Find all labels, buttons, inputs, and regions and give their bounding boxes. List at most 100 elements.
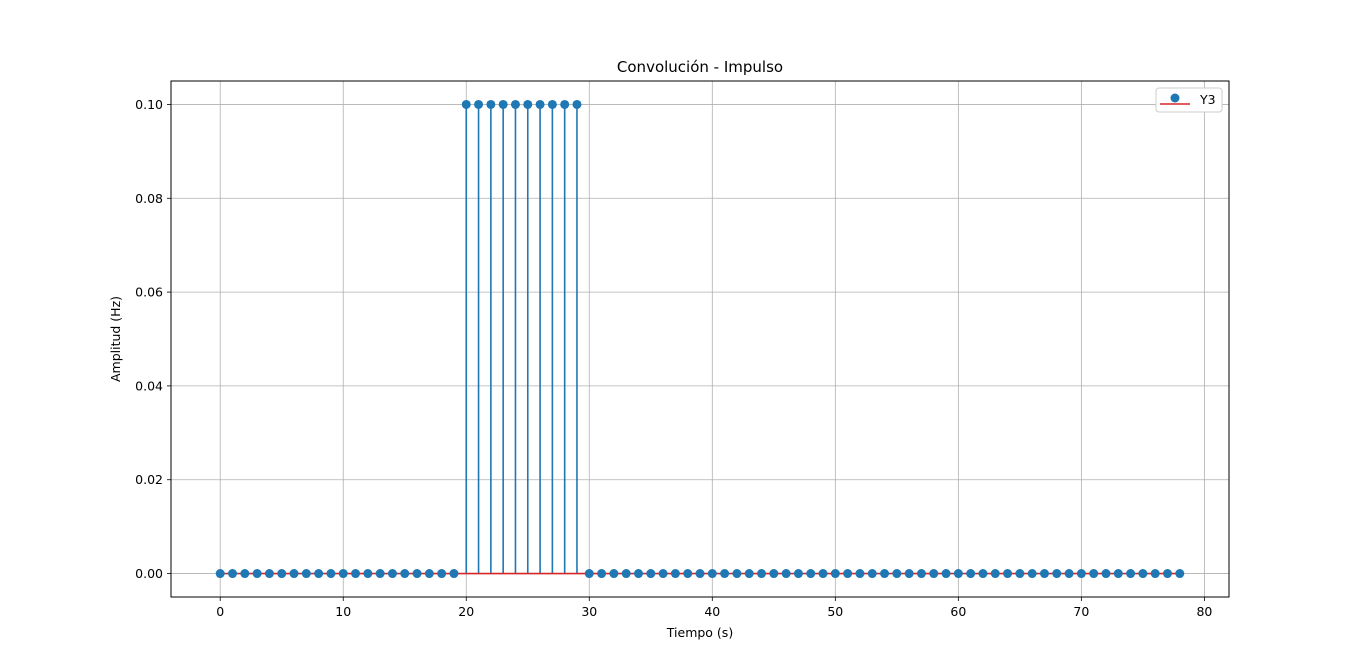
grid (171, 81, 1229, 597)
stem-marker (658, 569, 668, 579)
stem-marker (818, 569, 828, 579)
stem-marker (781, 569, 791, 579)
stem-marker (843, 569, 853, 579)
stem-marker (277, 569, 287, 579)
stem-marker (1138, 569, 1148, 579)
x-tick-label: 30 (581, 604, 597, 619)
chart-title: Convolución - Impulso (617, 58, 783, 76)
stem-marker (929, 569, 939, 579)
y-axis-label: Amplitud (Hz) (108, 296, 123, 382)
stem-marker (486, 99, 496, 109)
stem-marker (1027, 569, 1037, 579)
legend-label: Y3 (1199, 92, 1216, 107)
stem-marker (412, 569, 422, 579)
stem-markers (215, 99, 1185, 579)
stem-marker (978, 569, 988, 579)
stem-marker (498, 99, 508, 109)
stem-marker (732, 569, 742, 579)
x-axis-label: Tiempo (s) (666, 625, 733, 640)
stem-marker (830, 569, 840, 579)
stem-marker (363, 569, 373, 579)
stem-marker (326, 569, 336, 579)
y-tick-label: 0.06 (135, 285, 163, 300)
stem-marker (264, 569, 274, 579)
x-tick-label: 80 (1196, 604, 1212, 619)
stem-marker (1003, 569, 1013, 579)
x-axis-ticks: 0 10 20 30 40 50 60 70 80 (216, 597, 1212, 619)
stem-marker (1126, 569, 1136, 579)
y-axis-ticks: 0.00 0.02 0.04 0.06 0.08 0.10 (135, 97, 171, 581)
stem-marker (252, 569, 262, 579)
stem-marker (916, 569, 926, 579)
stem-marker (375, 569, 385, 579)
x-tick-label: 40 (704, 604, 720, 619)
stem-marker (474, 99, 484, 109)
x-tick-label: 20 (458, 604, 474, 619)
stem-marker (301, 569, 311, 579)
stem-lines (465, 104, 578, 574)
stem-marker (424, 569, 434, 579)
stem-marker (1113, 569, 1123, 579)
stem-marker (892, 569, 902, 579)
stem-marker (941, 569, 951, 579)
stem-marker (793, 569, 803, 579)
stem-marker (228, 569, 238, 579)
stem-marker (597, 569, 607, 579)
stem-marker (880, 569, 890, 579)
x-tick-label: 50 (827, 604, 843, 619)
stem-marker (621, 569, 631, 579)
stem-marker (1064, 569, 1074, 579)
stem-marker (683, 569, 693, 579)
stem-marker (1089, 569, 1099, 579)
stem-marker (1052, 569, 1062, 579)
stem-marker (1039, 569, 1049, 579)
stem-marker (437, 569, 447, 579)
axes-frame (170, 80, 1230, 598)
stem-marker (1175, 569, 1185, 579)
stem-marker (707, 569, 717, 579)
stem-marker (966, 569, 976, 579)
stem-marker (1015, 569, 1025, 579)
stem-marker (510, 99, 520, 109)
stem-marker (449, 569, 459, 579)
x-tick-label: 60 (950, 604, 966, 619)
legend-box (1155, 87, 1223, 113)
stem-marker (351, 569, 361, 579)
x-tick-label: 10 (335, 604, 351, 619)
stem-marker (867, 569, 877, 579)
stem-marker (744, 569, 754, 579)
y-tick-label: 0.04 (135, 378, 163, 393)
stem-marker (387, 569, 397, 579)
stem-marker (990, 569, 1000, 579)
stem-marker (855, 569, 865, 579)
stem-marker (560, 99, 570, 109)
stem-marker (646, 569, 656, 579)
stem-marker (720, 569, 730, 579)
stem-marker (1101, 569, 1111, 579)
stem-marker (695, 569, 705, 579)
stem-marker (953, 569, 963, 579)
stem-marker (523, 99, 533, 109)
stem-marker (1162, 569, 1172, 579)
x-tick-label: 0 (216, 604, 224, 619)
x-tick-label: 70 (1073, 604, 1089, 619)
y-tick-label: 0.00 (135, 566, 163, 581)
stem-marker (1150, 569, 1160, 579)
stem-marker (609, 569, 619, 579)
stem-marker (215, 569, 225, 579)
stem-marker (240, 569, 250, 579)
legend: Y3 (1155, 87, 1223, 113)
y-tick-label: 0.10 (135, 97, 163, 112)
stem-marker (904, 569, 914, 579)
y-tick-label: 0.08 (135, 191, 163, 206)
stem-marker (769, 569, 779, 579)
stem-marker (400, 569, 410, 579)
stem-marker (757, 569, 767, 579)
stem-marker (633, 569, 643, 579)
stem-marker (572, 99, 582, 109)
stem-marker (1076, 569, 1086, 579)
stem-marker (338, 569, 348, 579)
stem-marker (670, 569, 680, 579)
stem-marker (461, 99, 471, 109)
